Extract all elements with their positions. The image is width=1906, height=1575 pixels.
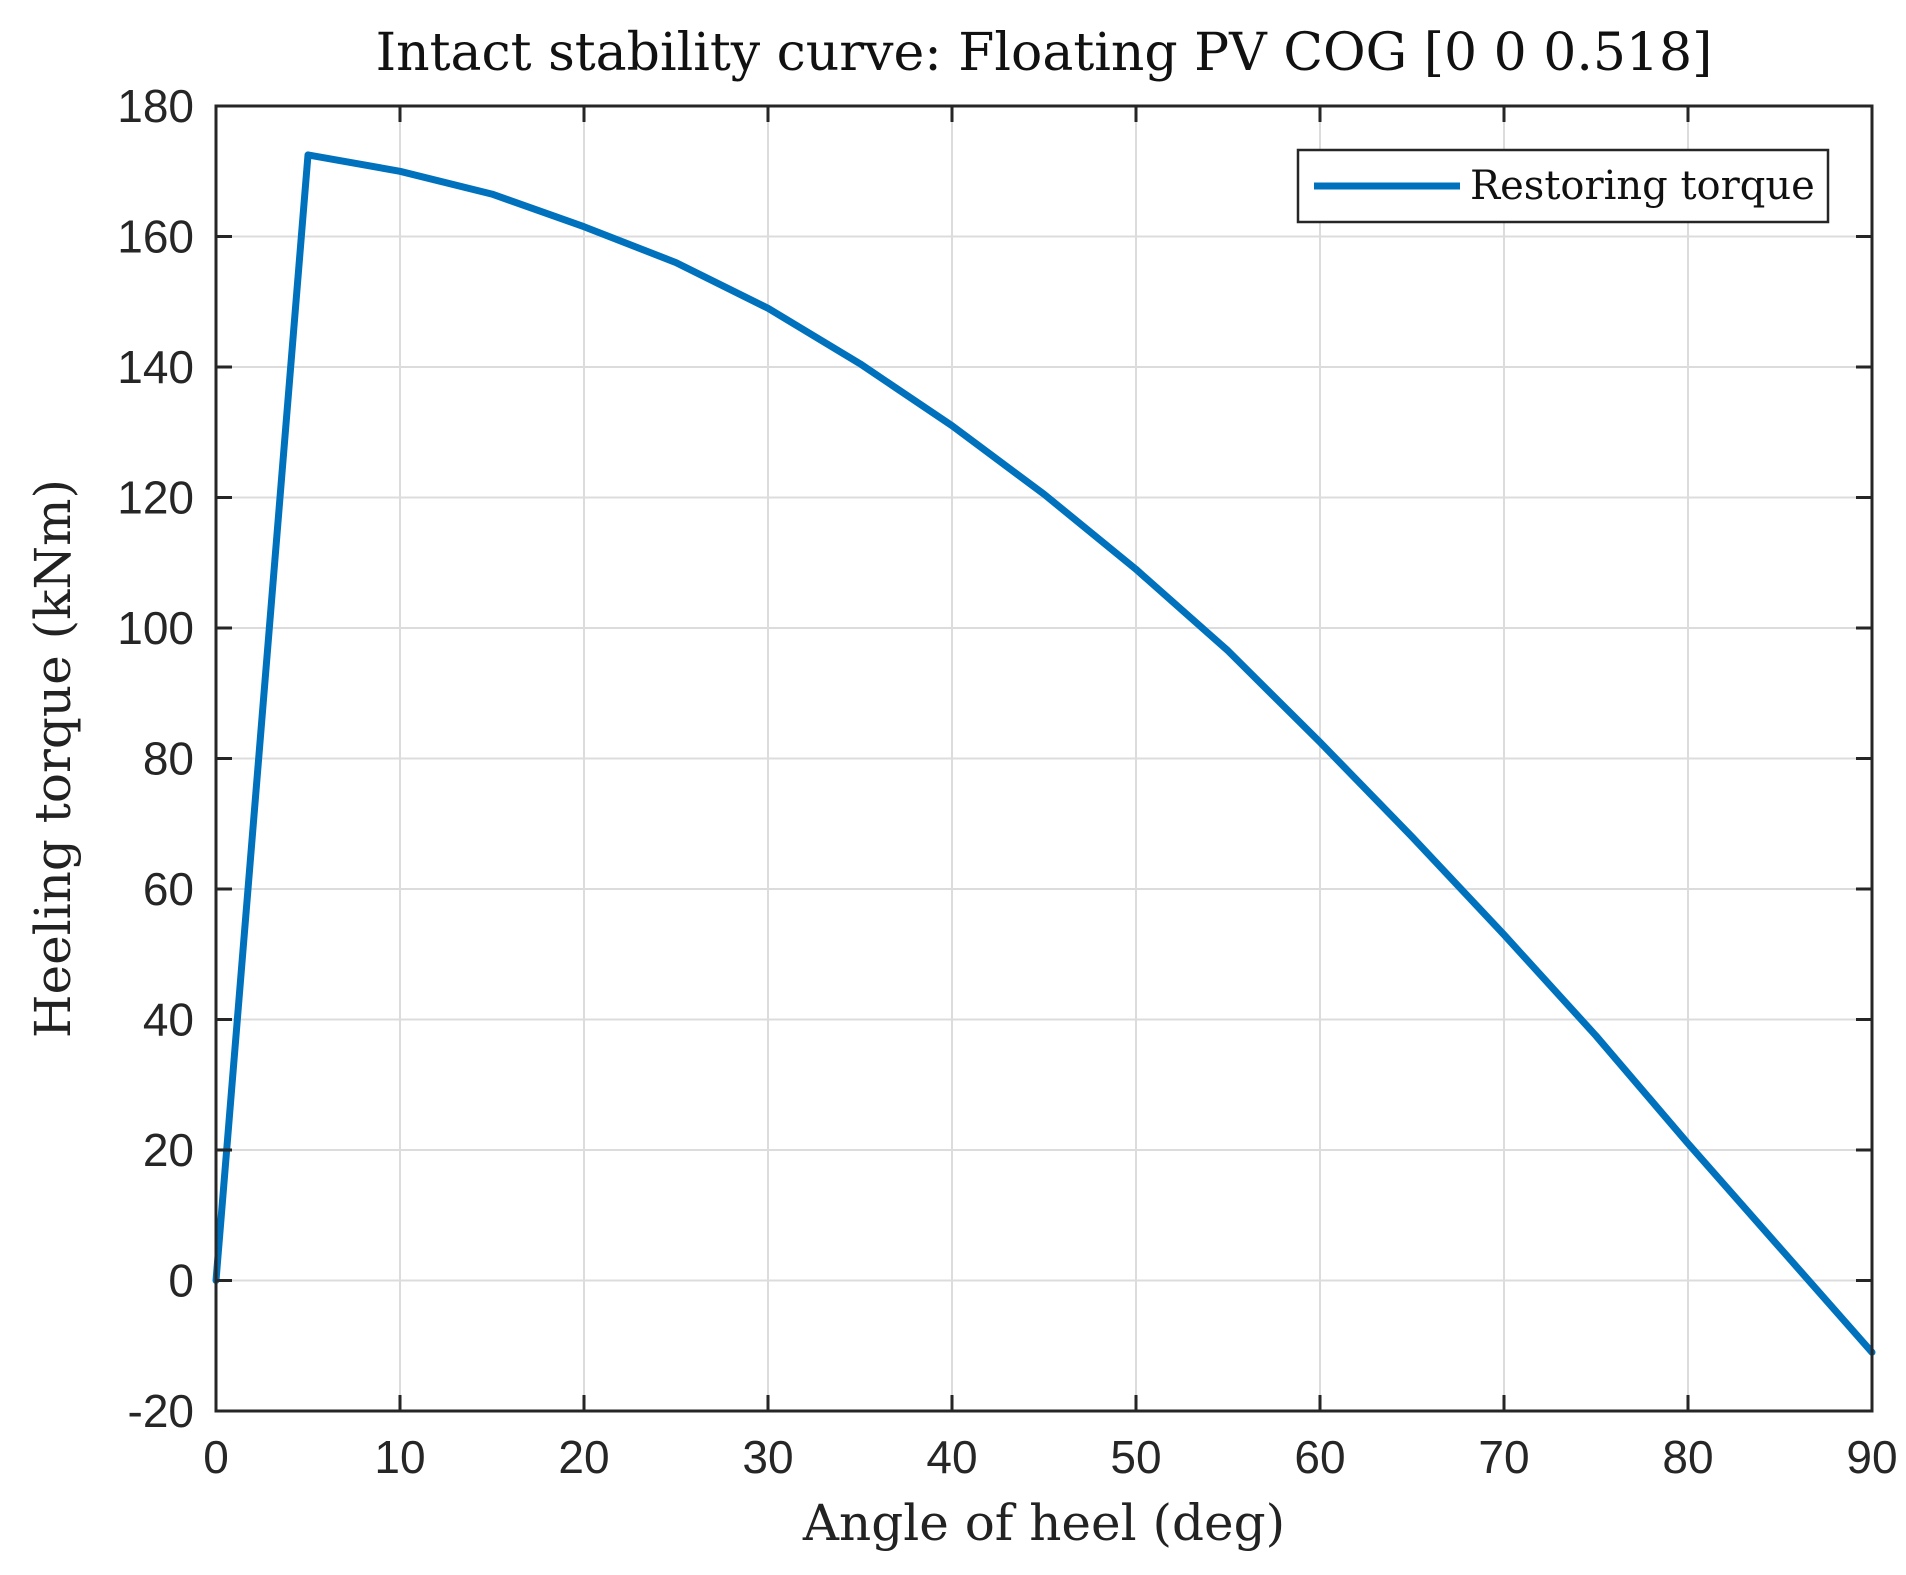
x-tick-label: 0 — [203, 1431, 229, 1483]
x-tick-label: 60 — [1294, 1431, 1345, 1483]
x-tick-label: 10 — [374, 1431, 425, 1483]
chart-title: Intact stability curve: Floating PV COG … — [376, 23, 1713, 83]
y-tick-label: 80 — [143, 733, 194, 785]
series-layer — [212, 151, 1876, 1356]
x-axis-label: Angle of heel (deg) — [802, 1494, 1285, 1552]
series-line-restoring-torque — [212, 151, 1876, 1356]
x-tick-label: 50 — [1110, 1431, 1161, 1483]
y-tick-labels: -20 0 20 40 60 80 100 120 140 160 180 — [117, 80, 194, 1437]
y-tick-label: 0 — [168, 1255, 194, 1307]
x-tick-label: 30 — [742, 1431, 793, 1483]
y-tick-label: 60 — [143, 863, 194, 915]
x-tick-label: 40 — [926, 1431, 977, 1483]
y-tick-label: 120 — [117, 472, 194, 524]
legend: Restoring torque — [1296, 148, 1830, 224]
y-tick-label: 100 — [117, 602, 194, 654]
legend-label-restoring-torque: Restoring torque — [1470, 163, 1815, 209]
y-tick-label: 20 — [143, 1124, 194, 1176]
y-axis-label: Heeling torque (kNm) — [24, 479, 82, 1038]
grid — [215, 105, 1873, 1412]
y-tick-label: 180 — [117, 80, 194, 132]
y-tick-label: 140 — [117, 341, 194, 393]
x-tick-label: 70 — [1478, 1431, 1529, 1483]
x-tick-label: 80 — [1662, 1431, 1713, 1483]
y-tick-label: 160 — [117, 211, 194, 263]
x-tick-label: 20 — [558, 1431, 609, 1483]
ticks — [214, 104, 1874, 1413]
y-tick-label: -20 — [128, 1385, 194, 1437]
y-tick-label: 40 — [143, 994, 194, 1046]
x-tick-labels: 0 10 20 30 40 50 60 70 80 90 — [203, 1431, 1897, 1483]
x-tick-label: 90 — [1846, 1431, 1897, 1483]
